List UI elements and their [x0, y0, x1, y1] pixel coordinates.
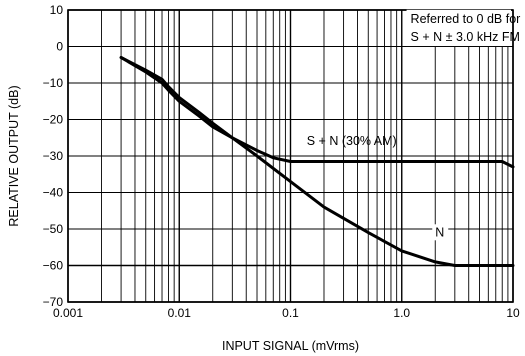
- plot-frame: [67, 9, 514, 303]
- y-axis-label: RELATIVE OUTPUT (dB): [7, 85, 21, 226]
- y-tick-label: −70: [43, 295, 64, 309]
- y-tick-label: −50: [43, 222, 64, 236]
- x-tick-label: 0.001: [53, 306, 83, 320]
- x-tick-label: 0.01: [168, 306, 192, 320]
- y-tick-label: 10: [50, 3, 64, 17]
- y-tick-label: −60: [43, 259, 64, 273]
- tick-labels: 0.001 0.01 0.1 1.0 10 10 0 −10 −20 −30 −40 −50 −60 −7…: [43, 3, 520, 320]
- x-tick-label: 0.1: [282, 306, 299, 320]
- x-tick-label: 10: [506, 306, 520, 320]
- y-tick-label: −30: [43, 149, 64, 163]
- annotation-background: [406, 9, 511, 47]
- series-layer: [119, 56, 515, 267]
- annotation-label: Referred to 0 dB for: [411, 12, 521, 26]
- grid: [67, 9, 514, 303]
- annotation-background: [432, 224, 449, 241]
- annotation-label: N: [435, 225, 444, 239]
- y-tick-label: −10: [43, 76, 64, 90]
- series-line-s-plus-n: [119, 56, 515, 169]
- y-tick-label: −40: [43, 186, 64, 200]
- y-tick-label: −20: [43, 113, 64, 127]
- y-tick-label: 0: [56, 40, 63, 54]
- series-line-n: [119, 56, 515, 267]
- x-axis-label: INPUT SIGNAL (mVrms): [222, 339, 359, 353]
- x-tick-label: 1.0: [393, 306, 410, 320]
- annotation-label: S + N ± 3.0 kHz FM: [411, 30, 520, 44]
- annotation-label: S + N (30% AM): [307, 134, 397, 148]
- annotations: Referred to 0 dB for S + N ± 3.0 kHz FM S …: [307, 9, 521, 241]
